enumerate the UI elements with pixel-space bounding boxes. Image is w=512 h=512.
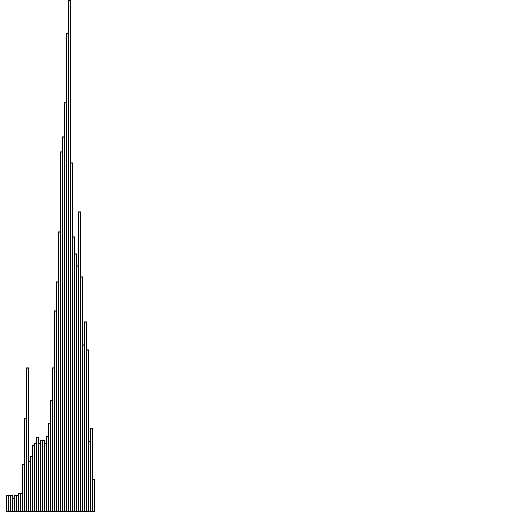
bar-46 (92, 479, 95, 512)
